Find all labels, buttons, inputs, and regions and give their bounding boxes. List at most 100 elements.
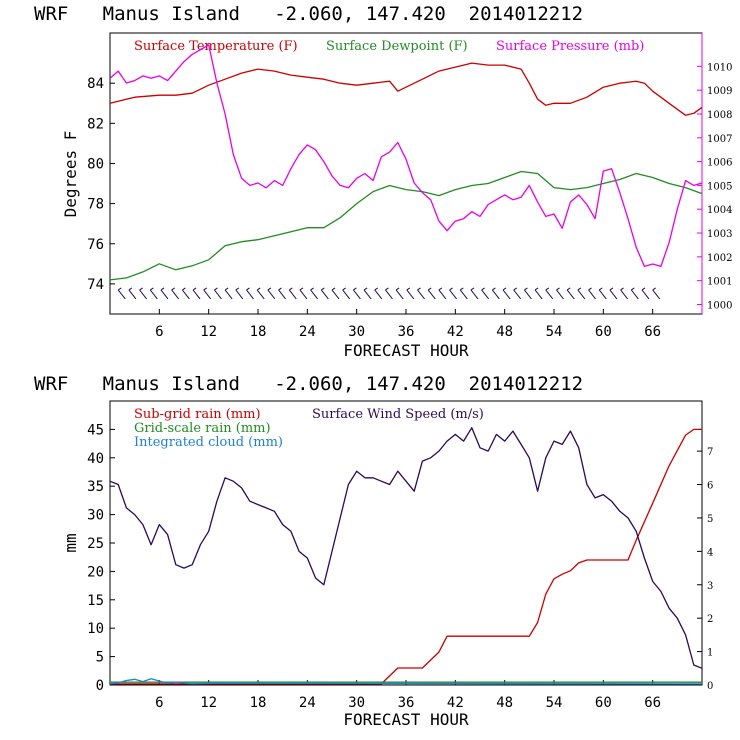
wind-barb-flag [406,287,411,291]
y-tick-label: 25 [87,536,104,552]
wind-barb-flag [256,287,261,291]
wind-barb-flag [545,287,550,291]
wind-barb [577,289,586,300]
wind-barb [417,289,425,300]
wind-barb [598,289,607,300]
wind-barb-flag [278,287,282,291]
legend: Sub-grid rain (mm) Grid-scale rain (mm) … [134,407,484,450]
wind-barb-flag [139,287,143,291]
y2-tick-label: 6 [707,481,713,492]
wind-barb [609,289,618,300]
legend-item-cloud: Integrated cloud (mm) [134,435,283,450]
wind-barb [160,289,169,300]
wind-barb-flag [609,287,614,291]
y-tick-label: 76 [87,237,104,253]
wind-barb [203,289,212,300]
wind-barbs [117,287,661,300]
wind-barb-flag [524,287,528,291]
wind-barb-flag [427,287,432,291]
wind-barb-flag [331,287,336,291]
x-tick-label: 36 [398,695,415,711]
wind-barb-flag [620,287,624,291]
wind-barb [139,289,147,300]
series-line-0 [110,428,702,685]
wind-barb-flag [160,287,165,291]
series-line-2 [109,44,703,268]
y2-tick-label: 1003 [707,229,732,240]
wind-barb [406,289,415,300]
x-tick-label: 24 [299,695,316,711]
y-tick-label: 40 [87,451,104,467]
x-tick-label: 24 [299,324,316,340]
y2-tick-label: 1000 [707,300,732,311]
wind-barb [342,289,351,300]
x-tick-label: 54 [546,695,563,711]
wind-barb [385,289,393,300]
y2-tick-label: 1005 [707,181,732,192]
legend-item-pressure: Surface Pressure (mb) [496,39,644,54]
y-tick-label: 10 [87,621,104,637]
wind-barb [224,289,233,300]
y-tick-label: 20 [87,564,104,580]
wind-barb [652,289,661,300]
wind-barb-flag [353,287,357,291]
y2-tick-label: 7 [707,447,713,458]
x-tick-label: 48 [496,695,513,711]
wind-barb-flag [299,287,304,291]
y-tick-label: 35 [87,479,104,495]
wind-barb [352,289,361,300]
wind-barb-flag [534,287,539,291]
wind-barb-flag [566,287,571,291]
wind-barb-flag [224,287,229,291]
x-tick-label: 54 [546,324,563,340]
y-tick-label: 78 [87,197,104,213]
wind-barb [310,289,319,300]
wind-barb-flag [182,287,186,291]
wind-barb-flag [492,287,496,291]
wind-barb-flag [192,287,197,291]
wind-barb [363,289,372,300]
x-tick-label: 12 [200,324,217,340]
y-tick-label: 45 [87,422,104,438]
wind-barb [630,289,639,300]
x-tick-label: 30 [348,695,365,711]
wind-barb-flag [598,287,603,291]
y2-tick-label: 1001 [707,277,732,288]
y2-tick-label: 5 [707,514,713,525]
legend-item-gridscale-rain: Grid-scale rain (mm) [134,421,271,436]
y2-tick-label: 1002 [707,253,732,264]
x-tick-label: 42 [447,324,464,340]
y2-tick-label: 1006 [707,158,732,169]
series-line-3 [109,427,703,669]
x-tick-label: 6 [155,695,163,711]
x-tick-label: 66 [644,324,661,340]
wind-barb [331,289,340,300]
y2-tick-label: 1007 [707,134,732,145]
wind-barb [128,289,137,300]
wind-barb [171,289,180,300]
wind-barb-flag [288,287,293,291]
wind-barb-flag [267,287,272,291]
wind-barb [481,289,490,300]
y-tick-label: 0 [96,678,104,694]
wind-barb [459,289,468,300]
y2-tick-label: 1010 [707,62,732,73]
x-tick-label: 60 [595,324,612,340]
wind-barb [149,289,158,300]
x-tick-label: 6 [155,324,163,340]
wind-barb-flag [128,287,133,291]
wind-barb [534,289,543,300]
wind-barb-flag [171,287,175,291]
wind-barb [427,289,436,300]
x-axis-label: FORECAST HOUR [343,341,469,360]
wind-barb-flag [470,287,475,291]
x-tick-label: 12 [200,695,217,711]
wind-barb [214,289,222,300]
wind-barb [513,289,522,300]
y-tick-label: 84 [87,76,104,92]
rain-wind-panel: WRF Manus Island -2.060, 147.420 2014012… [34,373,713,729]
wind-barb-flag [459,287,464,291]
y-tick-label: 30 [87,508,104,524]
wind-barb [235,289,244,300]
wind-barb-flag [449,287,453,291]
